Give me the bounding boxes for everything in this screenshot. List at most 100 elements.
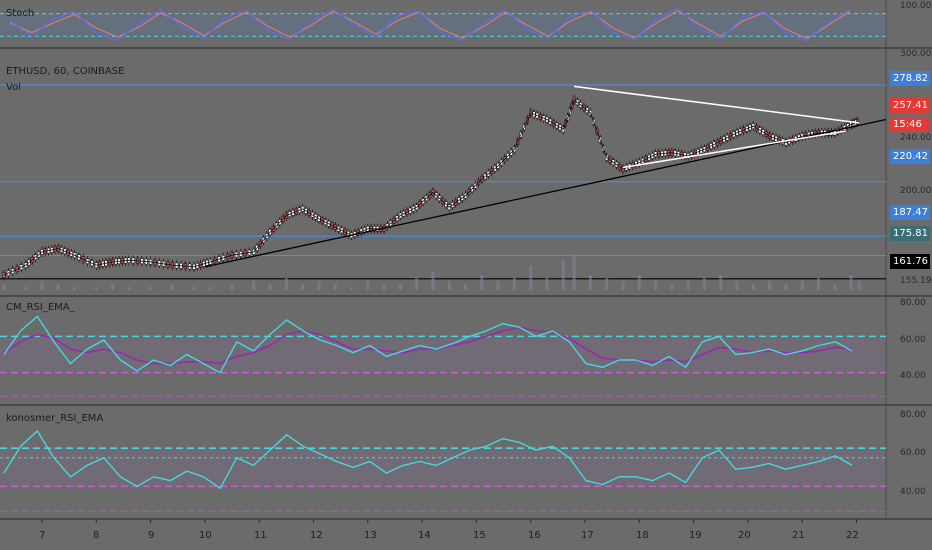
x-tick-7: 7 <box>39 530 46 541</box>
triangle-lower-line <box>622 130 846 169</box>
volume-bar <box>605 278 609 290</box>
triangle-upper-line <box>574 85 860 124</box>
x-tick-21: 21 <box>792 530 805 541</box>
x-tick-17: 17 <box>581 530 594 541</box>
volume-bar <box>230 284 234 290</box>
volume-bar <box>208 287 212 290</box>
cm-rsi-ema-line <box>3 326 853 365</box>
price-badge-1546: 15:46 <box>890 117 930 132</box>
x-tick-15: 15 <box>473 530 486 541</box>
price-badge-220: 220.42 <box>890 149 930 164</box>
x-tick-20: 20 <box>738 530 751 541</box>
volume-bar <box>111 284 115 290</box>
price-badge-278: 278.82 <box>890 71 930 86</box>
volume-bar <box>73 287 77 290</box>
x-tick-14: 14 <box>418 530 431 541</box>
volume-bar <box>621 281 625 290</box>
price-axis-200: 200.00 <box>900 186 932 196</box>
x-tick-22: 22 <box>846 530 859 541</box>
volume-bar <box>192 287 196 290</box>
volume-title: Vol <box>6 82 21 93</box>
volume-bar <box>800 281 804 290</box>
ko-axis-60: 60.00 <box>900 448 926 458</box>
volume-bar <box>301 284 305 290</box>
price-axis-155: 155.19 <box>900 276 932 286</box>
volume-bar <box>702 278 706 290</box>
volume-bar <box>40 281 44 290</box>
price-axis-300: 300.00 <box>900 49 932 59</box>
volume-bar <box>480 275 484 290</box>
volume-bar <box>833 284 837 290</box>
volume-bar <box>816 278 820 290</box>
volume-bar <box>2 284 6 290</box>
x-tick-13: 13 <box>364 530 377 541</box>
stoch-band <box>0 13 886 37</box>
volume-bar <box>572 254 576 290</box>
cm-axis-80: 80.00 <box>900 298 926 308</box>
volume-bar <box>382 284 386 290</box>
x-tick-8: 8 <box>93 530 100 541</box>
konosmer-rsi-title: konosmer_RSI_EMA <box>6 413 104 424</box>
volume-bar <box>398 284 402 290</box>
x-tick-12: 12 <box>310 530 323 541</box>
price-axis-240: 240.00 <box>900 133 932 143</box>
volume-bar <box>686 281 690 290</box>
volume-bar <box>464 284 468 290</box>
volume-bar <box>24 287 28 290</box>
volume-bar <box>317 281 321 290</box>
volume-bar <box>94 287 98 290</box>
volume-bar <box>366 281 370 290</box>
volume-bar <box>588 275 592 290</box>
volume-bar <box>149 287 153 290</box>
volume-bar <box>561 260 565 290</box>
volume-bar <box>284 278 288 290</box>
price-badge-187: 187.47 <box>890 205 930 220</box>
price-title: ETHUSD, 60, COINBASE <box>6 66 125 77</box>
volume-bar <box>268 284 272 290</box>
x-tick-9: 9 <box>148 530 155 541</box>
volume-bar <box>719 275 723 290</box>
cm-rsi-title: CM_RSI_EMA_ <box>6 302 75 313</box>
volume-bar <box>751 284 755 290</box>
volume-bar <box>512 278 516 290</box>
price-line <box>3 99 860 276</box>
volume-bar <box>529 266 533 290</box>
cm-rsi-band <box>0 336 886 373</box>
ko-axis-40: 40.00 <box>900 487 926 497</box>
stoch-d-line <box>9 10 851 40</box>
cm-rsi-rsi-line <box>3 315 853 374</box>
volume-bar <box>545 278 549 290</box>
volume-bar <box>415 278 419 290</box>
x-tick-10: 10 <box>199 530 212 541</box>
volume-bar <box>127 287 131 290</box>
cm-axis-60: 60.00 <box>900 335 926 345</box>
stoch-k-line <box>9 7 851 42</box>
volume-bar <box>431 272 435 290</box>
ko-axis-80: 80.00 <box>900 410 926 420</box>
x-tick-19: 19 <box>689 530 702 541</box>
volume-bar <box>637 275 641 290</box>
volume-bar <box>252 281 256 290</box>
volume-bar <box>849 275 853 290</box>
price-badge-161: 161.76 <box>890 254 930 269</box>
x-tick-18: 18 <box>636 530 649 541</box>
volume-bar <box>170 284 174 290</box>
volume-bar <box>784 284 788 290</box>
volume-bar <box>447 281 451 290</box>
stoch-title: Stoch <box>6 8 35 19</box>
price-badge-257: 257.41 <box>890 98 930 113</box>
price-badge-175: 175.81 <box>890 226 930 241</box>
volume-bar <box>768 281 772 290</box>
volume-bar <box>654 281 658 290</box>
volume-bar <box>735 281 739 290</box>
volume-bar <box>333 284 337 290</box>
volume-bar <box>350 287 354 290</box>
cm-axis-40: 40.00 <box>900 371 926 381</box>
stoch-axis-100: 100.000 <box>900 1 932 11</box>
volume-bar <box>670 284 674 290</box>
volume-bar <box>56 284 60 290</box>
volume-bar <box>857 281 861 290</box>
ascending-trendline <box>204 118 887 268</box>
